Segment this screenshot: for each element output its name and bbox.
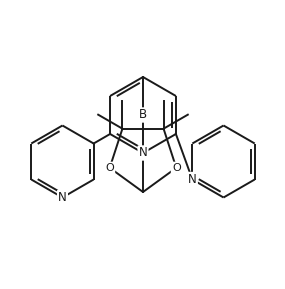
Text: N: N [188, 173, 197, 186]
Text: O: O [105, 163, 114, 173]
Text: O: O [172, 163, 181, 173]
Text: N: N [139, 147, 147, 160]
Text: N: N [58, 191, 67, 204]
Text: B: B [139, 108, 147, 121]
